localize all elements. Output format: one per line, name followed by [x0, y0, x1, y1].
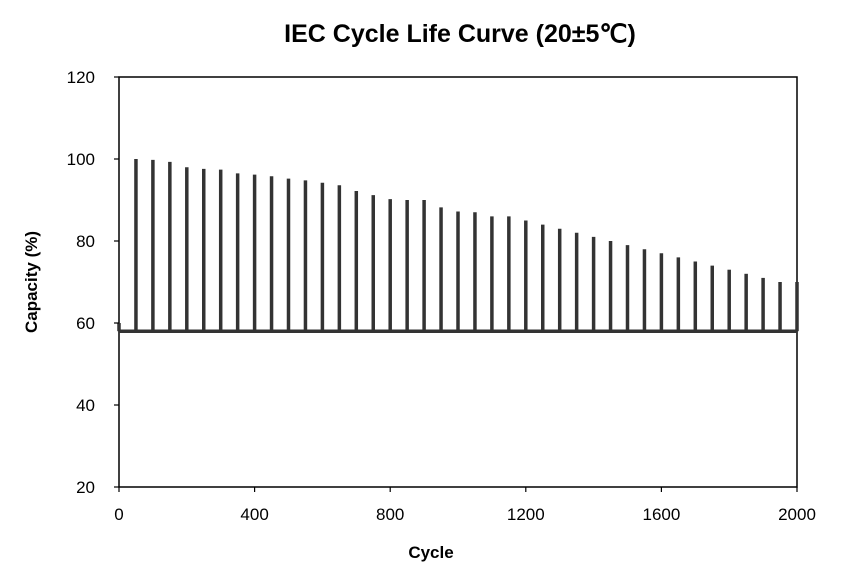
data-series: [117, 159, 799, 333]
y-tick-label: 100: [67, 150, 95, 169]
y-tick-label: 20: [76, 478, 95, 497]
y-axis-label: Capacity (%): [22, 231, 41, 333]
chart-title: IEC Cycle Life Curve (20±5℃): [284, 20, 636, 48]
x-tick-label: 2000: [778, 505, 816, 524]
y-tick-label: 40: [76, 396, 95, 415]
y-tick-label: 120: [67, 68, 95, 87]
x-tick-label: 0: [114, 505, 123, 524]
x-tick-label: 1200: [507, 505, 545, 524]
y-tick-label: 60: [76, 314, 95, 333]
y-tick-label: 80: [76, 232, 95, 251]
x-axis-label: Cycle: [408, 543, 453, 562]
x-tick-label: 800: [376, 505, 404, 524]
x-tick-label: 400: [240, 505, 268, 524]
x-axis-ticks: 0 400 800 1200 1600 2000: [114, 487, 816, 524]
y-axis-ticks: 20 40 60 80 100 120: [67, 68, 119, 497]
x-tick-label: 1600: [642, 505, 680, 524]
